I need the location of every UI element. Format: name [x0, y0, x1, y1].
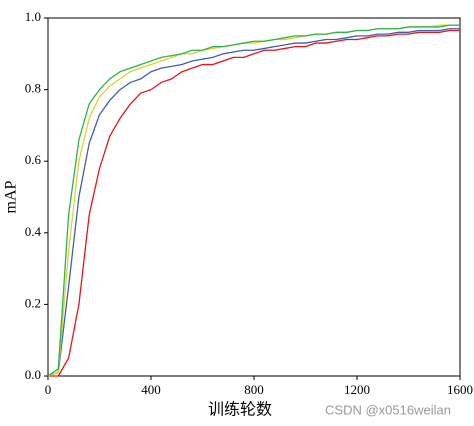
y-tick-label: 0.0 [25, 367, 41, 382]
x-tick-label: 1200 [344, 382, 370, 397]
watermark: CSDN @x0516weilan [325, 402, 451, 417]
series-line [48, 29, 460, 377]
series-line [47, 28, 460, 377]
series-line [47, 24, 460, 377]
x-axis-label: 训练轮数 [208, 401, 272, 419]
x-tick-label: 1600 [447, 382, 473, 397]
y-tick-label: 0.2 [25, 295, 41, 310]
y-axis-label: mAP [3, 180, 20, 213]
x-tick-label: 800 [244, 382, 264, 397]
x-tick-label: 0 [45, 382, 52, 397]
y-tick-label: 0.6 [25, 152, 42, 167]
y-tick-label: 1.0 [25, 9, 41, 24]
x-tick-label: 400 [141, 382, 161, 397]
plot-frame [47, 17, 461, 377]
y-tick-label: 0.8 [25, 81, 41, 96]
series-line [47, 24, 460, 377]
y-tick-label: 0.4 [25, 224, 42, 239]
